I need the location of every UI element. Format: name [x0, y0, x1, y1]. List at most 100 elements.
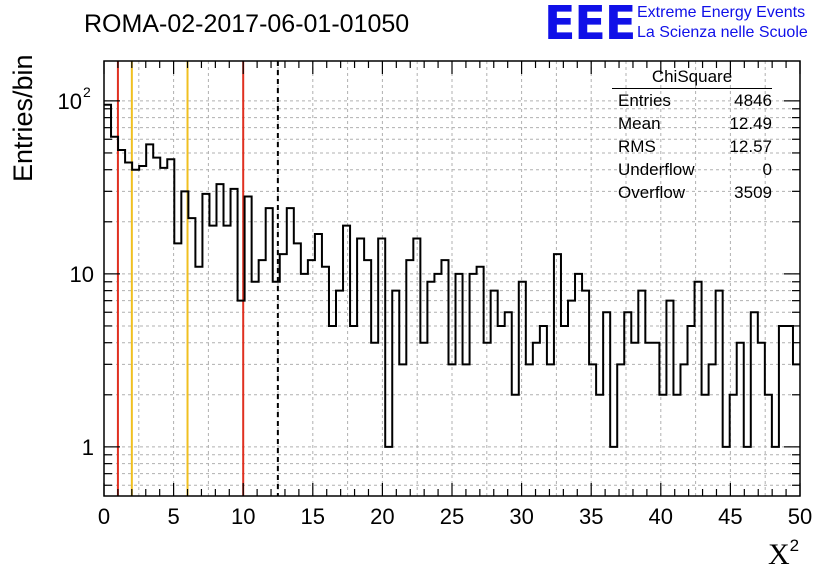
histogram-bin: [448, 364, 455, 496]
x-tick-label: 25: [440, 504, 464, 529]
stats-label: Overflow: [618, 183, 686, 202]
x-tick-label: 20: [370, 504, 394, 529]
histogram-bin: [786, 326, 793, 496]
histogram-bin: [779, 326, 786, 496]
histogram-bin: [231, 189, 238, 496]
histogram-bin: [273, 282, 280, 496]
histogram-bin: [202, 194, 209, 496]
histogram-bin: [680, 364, 687, 496]
histogram-bin: [364, 260, 371, 496]
x-tick-label: 30: [509, 504, 533, 529]
histogram-bin: [378, 239, 385, 496]
histogram-bin: [793, 364, 800, 496]
histogram-bin: [751, 312, 758, 496]
stats-row-rms: RMS 12.57: [612, 135, 772, 158]
y-tick-label: 10: [70, 262, 94, 287]
histogram-bin: [744, 447, 751, 496]
histogram-bin: [385, 447, 392, 496]
histogram-bin: [652, 343, 659, 496]
histogram-line: [104, 103, 800, 448]
stats-title: ChiSquare: [612, 66, 772, 89]
histogram-bin: [547, 364, 554, 496]
histogram-bin: [174, 243, 181, 496]
axis-ticks: [103, 61, 801, 496]
x-tick-label: 35: [579, 504, 603, 529]
histogram-bin: [512, 395, 519, 496]
histogram-bin: [723, 447, 730, 496]
histogram-bin: [624, 312, 631, 496]
histogram-bin: [371, 343, 378, 496]
y-tick-label: 10: [58, 89, 82, 114]
stats-label: Mean: [618, 114, 661, 133]
histogram-bin: [554, 254, 561, 496]
logo-mark: EEE: [544, 0, 636, 50]
stats-value: 4846: [734, 91, 772, 110]
histogram-bin: [582, 291, 589, 496]
histogram-bin: [195, 267, 202, 496]
histogram-bin: [315, 234, 322, 496]
stats-label: Underflow: [618, 160, 695, 179]
stats-row-mean: Mean 12.49: [612, 112, 772, 135]
histogram-bin: [209, 226, 216, 496]
histogram-bin: [132, 170, 139, 496]
chart-title: ROMA-02-2017-06-01-01050: [84, 10, 410, 38]
stats-box: ChiSquare Entries 4846 Mean 12.49 RMS 12.57…: [612, 66, 772, 204]
histogram-bin: [603, 312, 610, 496]
histogram-bin: [631, 343, 638, 496]
stats-value: 12.49: [729, 114, 772, 133]
histogram-bin: [638, 291, 645, 496]
histogram-bin: [280, 254, 287, 496]
histogram-bin: [456, 274, 463, 496]
histogram-bin: [441, 260, 448, 496]
histogram-bin: [659, 395, 666, 496]
histogram-bin: [540, 326, 547, 496]
stats-row-underflow: Underflow 0: [612, 158, 772, 181]
histogram-bin: [287, 208, 294, 496]
x-axis-label-superscript: 2: [789, 536, 800, 555]
histogram-bin: [357, 239, 364, 496]
histogram-bin: [294, 243, 301, 496]
histogram-bin: [181, 191, 188, 496]
stats-value: 12.57: [729, 137, 772, 156]
histogram-bin: [111, 137, 118, 496]
histogram-bin: [730, 395, 737, 496]
histogram-bin: [470, 274, 477, 496]
histogram-bin: [596, 395, 603, 496]
histogram-bin: [716, 291, 723, 496]
histogram-bin: [709, 364, 716, 496]
histogram-bin: [167, 159, 174, 496]
histogram-bin: [322, 267, 329, 496]
stats-label: RMS: [618, 137, 656, 156]
histogram-bin: [146, 144, 153, 496]
x-tick-label: 45: [718, 504, 742, 529]
histogram-bin: [350, 326, 357, 496]
histogram-bin: [160, 168, 167, 496]
stats-value: 0: [762, 160, 772, 179]
histogram-bin: [498, 326, 505, 496]
x-tick-label: 5: [167, 504, 179, 529]
histogram-bin: [695, 282, 702, 496]
x-tick-label: 50: [788, 504, 812, 529]
grid: [104, 61, 800, 496]
histogram-bin: [413, 239, 420, 496]
histogram-bin: [519, 282, 526, 496]
histogram-bin: [427, 282, 434, 496]
histogram-bin: [526, 364, 533, 496]
histogram-bin: [765, 395, 772, 496]
x-tick-label: 0: [98, 504, 110, 529]
histogram-bin: [463, 364, 470, 496]
histogram-bin: [139, 166, 146, 496]
histogram-bin: [125, 163, 132, 496]
vertical-marker-lines: [116, 61, 279, 496]
histogram-bin: [188, 218, 195, 496]
logo-line-1: Extreme Energy Events: [637, 4, 806, 21]
stats-row-entries: Entries 4846: [612, 89, 772, 112]
histogram-bin: [484, 343, 491, 496]
x-tick-label: 15: [301, 504, 325, 529]
histogram-bin: [392, 291, 399, 496]
histogram-bin: [420, 343, 427, 496]
histogram-bin: [589, 364, 596, 496]
x-tick-label: 10: [231, 504, 255, 529]
histogram-bin: [252, 282, 259, 496]
